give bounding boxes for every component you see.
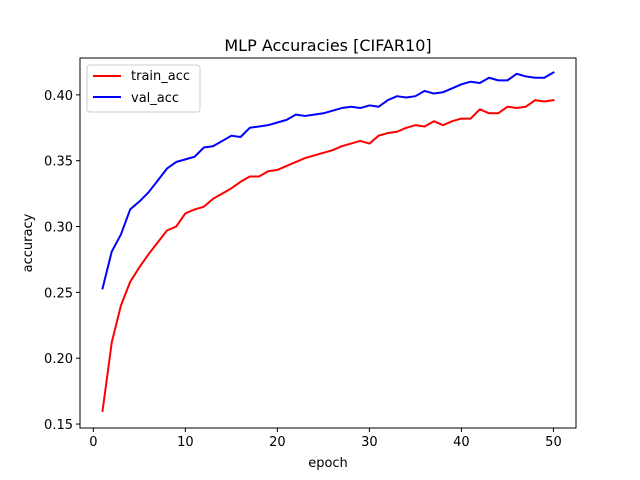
x-axis-label: epoch bbox=[308, 456, 348, 471]
x-tick-label: 20 bbox=[269, 435, 286, 450]
plot-area: 0 10 20 30 40 50 0.15 0.20 0.25 0.30 0.35 0.40 bbox=[44, 57, 577, 450]
x-tick-label: 10 bbox=[177, 435, 194, 450]
x-tick-label: 50 bbox=[545, 435, 562, 450]
y-axis-ticks: 0.15 0.20 0.25 0.30 0.35 0.40 bbox=[44, 89, 80, 433]
series-line-val-acc bbox=[101, 71, 555, 290]
y-tick-label: 0.40 bbox=[44, 89, 73, 104]
plot-frame bbox=[79, 57, 577, 429]
legend-label-val-acc: val_acc bbox=[131, 91, 179, 106]
y-tick-label: 0.30 bbox=[44, 221, 73, 236]
x-tick-label: 30 bbox=[361, 435, 378, 450]
legend-label-train-acc: train_acc bbox=[131, 69, 190, 84]
chart-title: MLP Accuracies [CIFAR10] bbox=[224, 36, 431, 55]
legend: train_acc val_acc bbox=[86, 64, 201, 113]
series-lines bbox=[101, 71, 555, 413]
y-axis-label: accuracy bbox=[21, 213, 36, 272]
y-tick-label: 0.35 bbox=[44, 155, 73, 170]
x-tick-label: 0 bbox=[89, 435, 97, 450]
series-line-train-acc bbox=[101, 99, 555, 413]
y-tick-label: 0.25 bbox=[44, 286, 73, 301]
x-axis-ticks: 0 10 20 30 40 50 bbox=[89, 428, 562, 450]
x-tick-label: 40 bbox=[453, 435, 470, 450]
y-tick-label: 0.15 bbox=[44, 418, 73, 433]
y-tick-label: 0.20 bbox=[44, 352, 73, 367]
